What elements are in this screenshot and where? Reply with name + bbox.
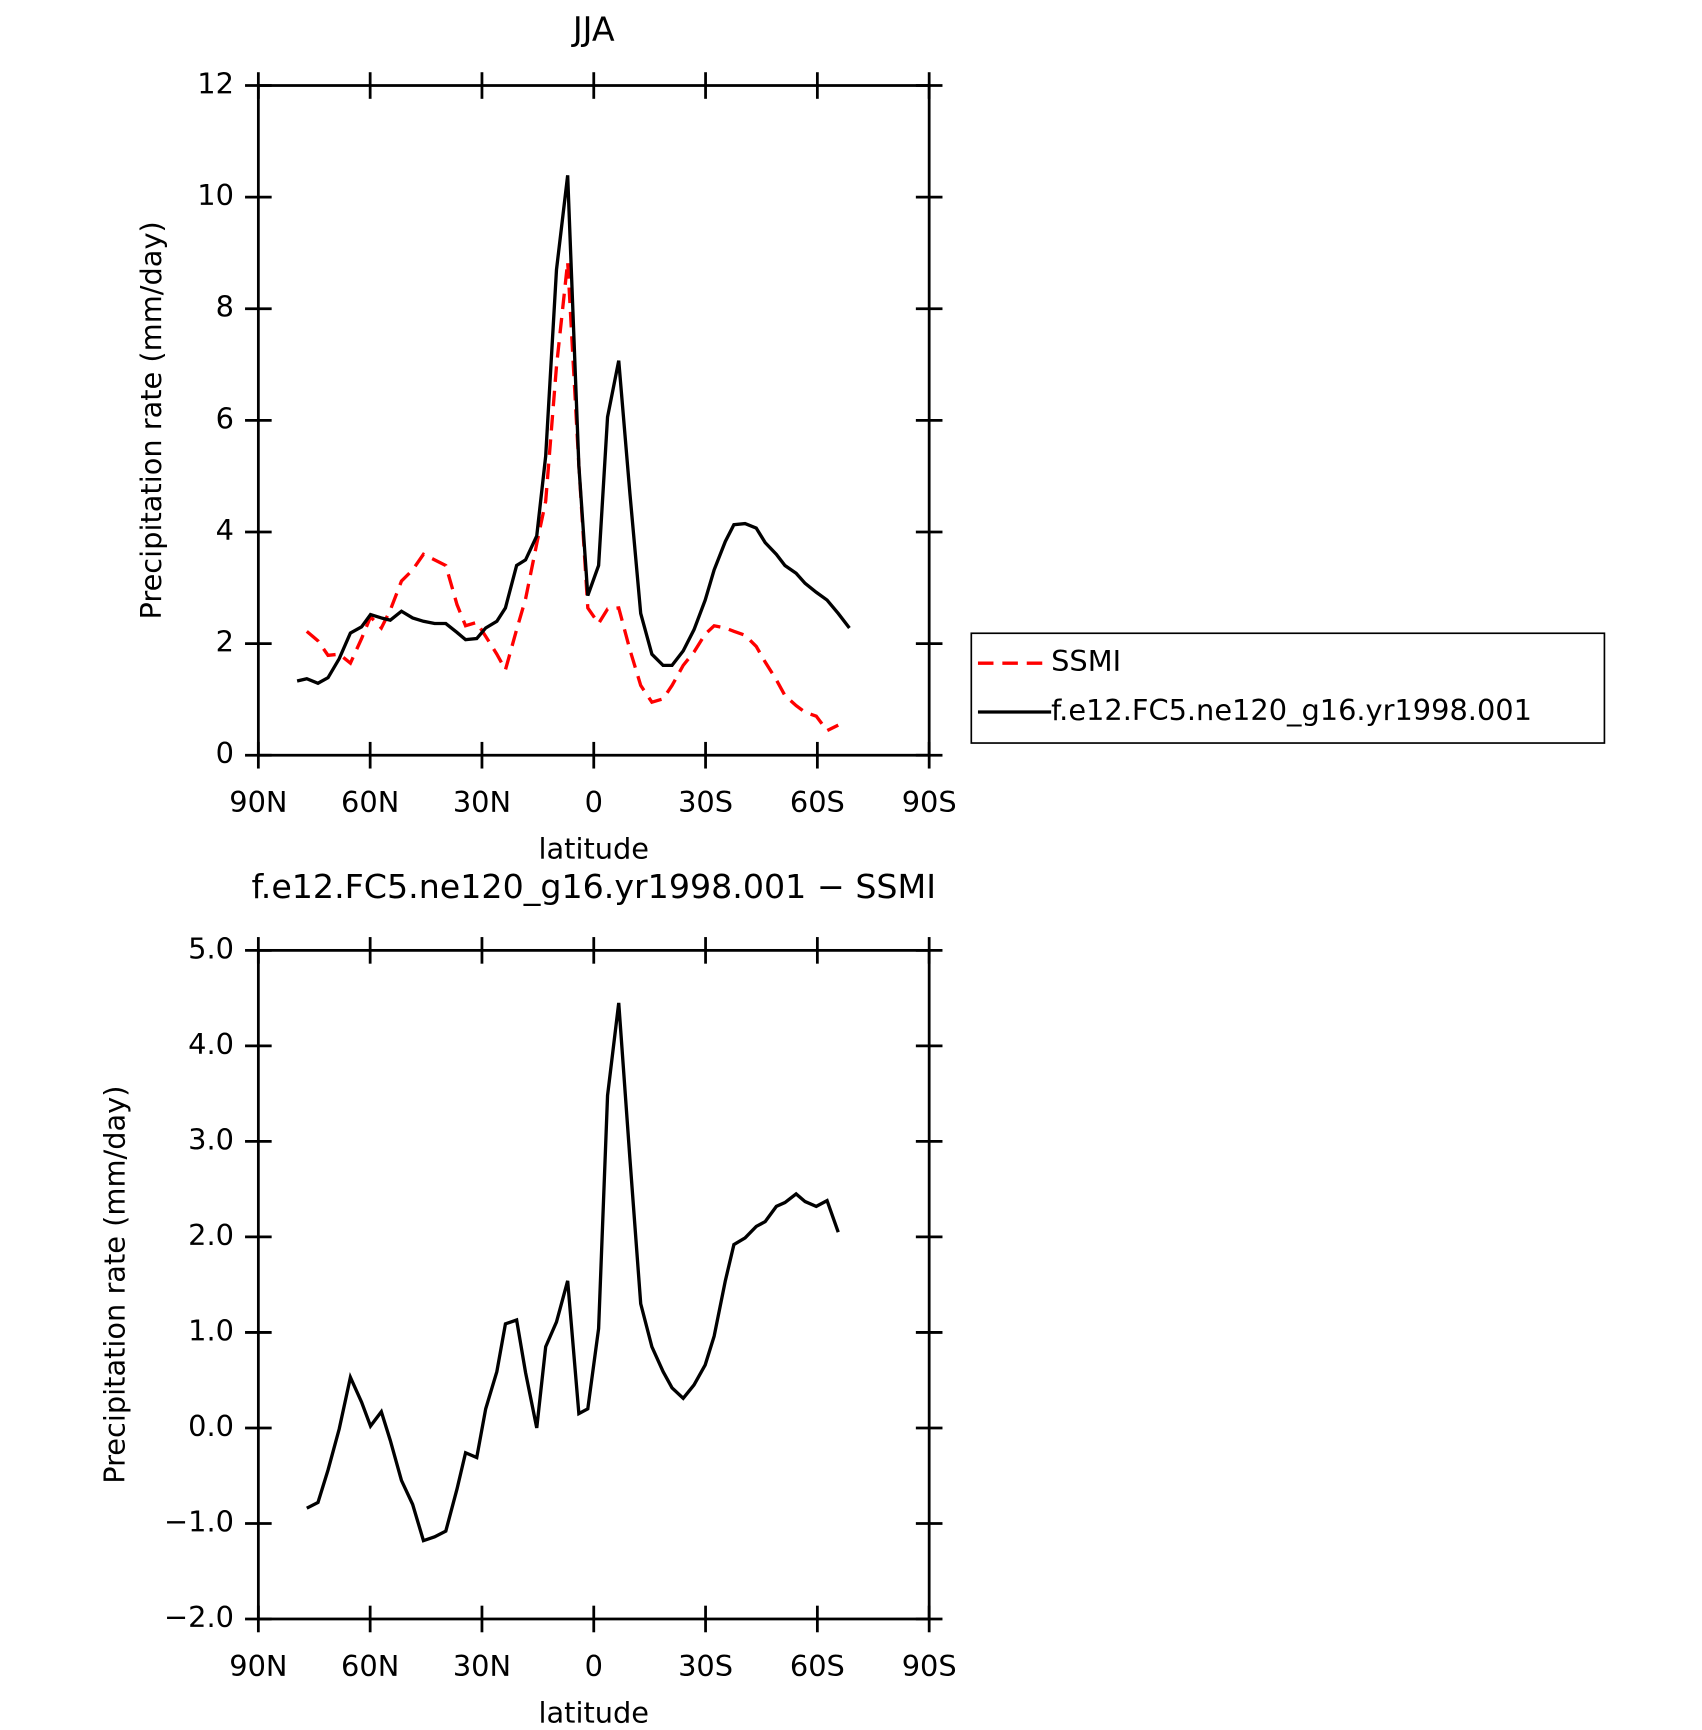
chart-title: f.e12.FC5.ne120_g16.yr1998.001 − SSMI (251, 867, 936, 906)
x-tick-label: 60S (790, 1649, 845, 1683)
x-axis-label: latitude (538, 1695, 649, 1729)
y-tick-label: −1.0 (164, 1504, 234, 1538)
y-tick-label: 0 (216, 736, 234, 770)
data-line (296, 175, 851, 686)
data-line (305, 261, 839, 733)
y-tick-label: 6 (216, 401, 234, 435)
x-tick-label: 0 (585, 785, 603, 819)
y-axis-label: Precipitation rate (mm/day) (97, 1086, 131, 1484)
y-tick-label: 2.0 (188, 1218, 234, 1252)
y-tick-label: 8 (216, 290, 234, 324)
x-tick-label: 60N (341, 1649, 399, 1683)
y-tick-label: 10 (197, 178, 234, 212)
x-tick-label: 0 (585, 1649, 603, 1683)
x-tick-label: 60S (790, 785, 845, 819)
y-tick-label: 1.0 (188, 1313, 234, 1347)
x-tick-label: 90S (902, 785, 957, 819)
y-tick-label: 5.0 (188, 931, 234, 965)
y-tick-label: −2.0 (164, 1600, 234, 1634)
x-tick-label: 30N (453, 1649, 511, 1683)
y-axis-label: Precipitation rate (mm/day) (134, 221, 168, 619)
x-axis-label: latitude (538, 832, 649, 866)
x-tick-label: 30S (678, 1649, 733, 1683)
x-tick-label: 30S (678, 785, 733, 819)
y-tick-label: 3.0 (188, 1122, 234, 1156)
x-tick-label: 30N (453, 785, 511, 819)
y-tick-label: 2 (216, 625, 234, 659)
x-tick-label: 90S (902, 1649, 957, 1683)
x-tick-label: 90N (229, 785, 287, 819)
x-tick-label: 90N (229, 1649, 287, 1683)
legend-label: f.e12.FC5.ne120_g16.yr1998.001 (1051, 693, 1532, 727)
legend-label: SSMI (1051, 644, 1121, 678)
x-tick-label: 60N (341, 785, 399, 819)
data-line (306, 1002, 840, 1543)
y-tick-label: 0.0 (188, 1409, 234, 1443)
y-tick-label: 4 (216, 513, 234, 547)
y-tick-label: 12 (197, 67, 234, 101)
chart-title: JJA (571, 10, 615, 49)
legend-box (970, 632, 1606, 744)
y-tick-label: 4.0 (188, 1027, 234, 1061)
